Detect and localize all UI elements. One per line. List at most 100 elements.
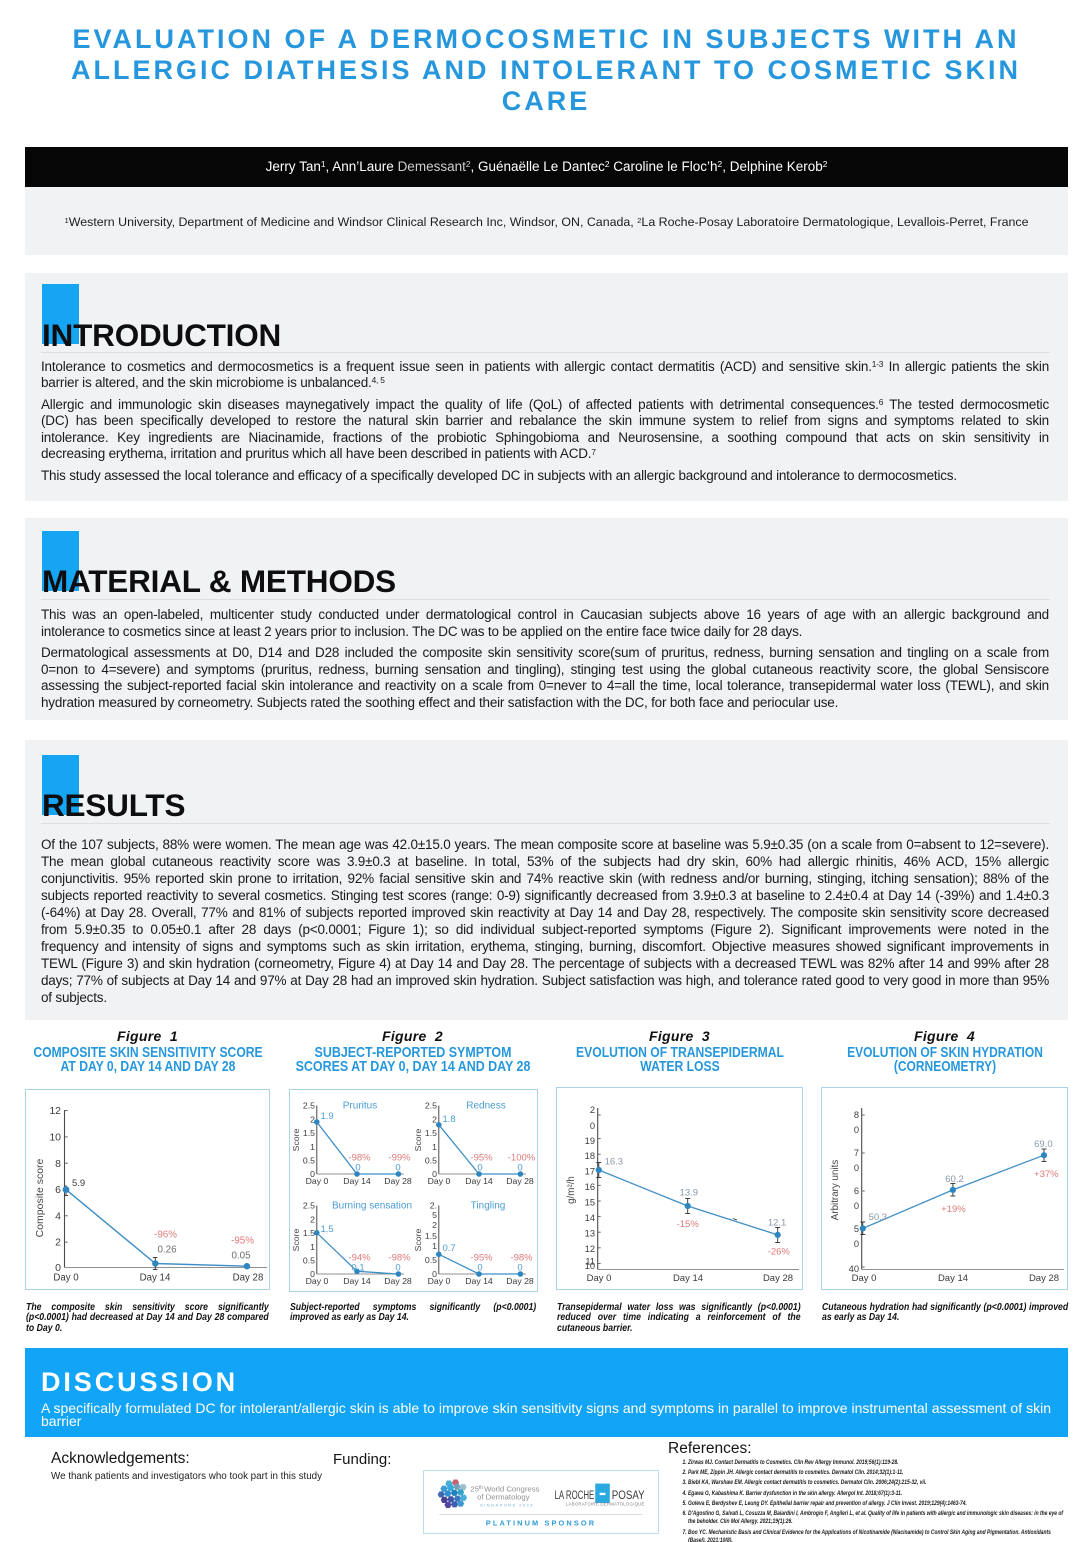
svg-text:Day 0: Day 0	[587, 1273, 612, 1284]
svg-text:8: 8	[854, 1110, 859, 1120]
svg-text:0.05: 0.05	[231, 1251, 251, 1262]
svg-text:Day 28: Day 28	[1029, 1273, 1059, 1284]
svg-text:0: 0	[517, 1263, 522, 1274]
svg-text:2.: 2.	[430, 1201, 437, 1211]
svg-text:12.1: 12.1	[768, 1218, 787, 1229]
svg-text:2: 2	[432, 1115, 437, 1125]
svg-text:6: 6	[854, 1186, 859, 1196]
svg-text:-95%: -95%	[470, 1253, 493, 1264]
svg-text:18: 18	[585, 1151, 595, 1161]
svg-text:1.5: 1.5	[425, 1231, 437, 1241]
svg-text:PLATINUM SPONSOR: PLATINUM SPONSOR	[486, 1518, 596, 1527]
svg-text:12: 12	[585, 1244, 595, 1254]
svg-text:50.3: 50.3	[869, 1212, 888, 1223]
svg-text:0: 0	[477, 1263, 482, 1274]
svg-text:0: 0	[590, 1121, 595, 1131]
svg-text:0: 0	[55, 1262, 61, 1274]
svg-text:g/m²/h: g/m²/h	[566, 1176, 577, 1204]
svg-text:0: 0	[854, 1239, 859, 1249]
svg-text:16: 16	[585, 1182, 595, 1192]
svg-text:2.5: 2.5	[303, 1201, 315, 1211]
svg-text:Score: Score	[413, 1228, 423, 1251]
svg-text:0.5: 0.5	[303, 1156, 315, 1166]
svg-text:10: 10	[49, 1132, 61, 1144]
svg-text:17: 17	[585, 1167, 595, 1177]
svg-text:Day 0: Day 0	[306, 1276, 329, 1286]
svg-text:13.9: 13.9	[680, 1188, 699, 1199]
svg-text:Day 14: Day 14	[140, 1273, 171, 1284]
svg-text:2: 2	[310, 1115, 315, 1125]
svg-text:69.0: 69.0	[1034, 1139, 1053, 1150]
svg-text:0: 0	[854, 1125, 859, 1135]
svg-text:SINGAPORE 2023: SINGAPORE 2023	[480, 1502, 534, 1507]
svg-text:2.5: 2.5	[303, 1101, 315, 1111]
svg-text:0: 0	[517, 1163, 522, 1174]
svg-text:0: 0	[310, 1269, 315, 1279]
svg-text:0: 0	[355, 1163, 360, 1174]
svg-text:Day 0: Day 0	[53, 1273, 79, 1284]
svg-text:0.5: 0.5	[303, 1256, 315, 1266]
svg-text:19: 19	[585, 1136, 595, 1146]
svg-text:-98%: -98%	[388, 1253, 411, 1264]
svg-text:1: 1	[310, 1142, 315, 1152]
svg-text:POSAY: POSAY	[612, 1488, 645, 1502]
svg-text:1.9: 1.9	[321, 1111, 334, 1122]
svg-text:14: 14	[585, 1213, 595, 1223]
svg-text:1.5: 1.5	[303, 1128, 315, 1138]
svg-text:Burning sensation: Burning sensation	[332, 1201, 412, 1212]
svg-text:-94%: -94%	[348, 1253, 371, 1264]
svg-text:-95%: -95%	[231, 1236, 254, 1247]
svg-text:12: 12	[49, 1105, 61, 1117]
svg-text:-96%: -96%	[154, 1230, 177, 1241]
svg-text:0: 0	[854, 1163, 859, 1173]
svg-text:8: 8	[55, 1158, 61, 1170]
svg-text:1.5: 1.5	[425, 1128, 437, 1138]
svg-text:1: 1	[310, 1242, 315, 1252]
svg-text:Day 14: Day 14	[465, 1276, 493, 1286]
svg-text:Day 14: Day 14	[465, 1176, 493, 1186]
svg-text:Day 0: Day 0	[852, 1273, 877, 1284]
svg-text:Day 28: Day 28	[506, 1276, 534, 1286]
svg-text:Day 14: Day 14	[343, 1276, 371, 1286]
svg-text:25thWorld Congress: 25thWorld Congress	[470, 1484, 539, 1493]
svg-text:+37%: +37%	[1034, 1169, 1059, 1180]
svg-text:2: 2	[432, 1220, 437, 1230]
svg-text:4: 4	[55, 1211, 61, 1223]
svg-text:-15%: -15%	[677, 1219, 700, 1230]
svg-text:7: 7	[854, 1148, 859, 1158]
svg-text:-98%: -98%	[510, 1253, 533, 1264]
svg-text:6: 6	[55, 1184, 61, 1196]
svg-text:Day 14: Day 14	[343, 1176, 371, 1186]
svg-text:11: 11	[585, 1257, 595, 1267]
svg-text:-100%: -100%	[508, 1153, 536, 1164]
svg-text:Tingling: Tingling	[471, 1201, 506, 1212]
svg-text:Composite score: Composite score	[34, 1158, 46, 1237]
svg-text:40: 40	[849, 1264, 859, 1274]
svg-text:-99%: -99%	[388, 1153, 411, 1164]
svg-text:5: 5	[854, 1224, 859, 1234]
svg-text:1: 1	[432, 1142, 437, 1152]
svg-text:Day 28: Day 28	[384, 1276, 412, 1286]
svg-text:1.5: 1.5	[321, 1224, 334, 1235]
svg-text:+19%: +19%	[941, 1204, 966, 1215]
svg-text:0.5: 0.5	[425, 1255, 437, 1265]
svg-text:Day 14: Day 14	[673, 1273, 703, 1284]
svg-text:Pruritus: Pruritus	[343, 1101, 377, 1112]
svg-text:0: 0	[310, 1169, 315, 1179]
svg-text:0: 0	[477, 1163, 482, 1174]
svg-text:of Dermatology: of Dermatology	[477, 1493, 530, 1502]
svg-text:10: 10	[585, 1261, 595, 1271]
svg-text:0.1: 0.1	[351, 1263, 364, 1274]
svg-text:Day 0: Day 0	[428, 1276, 451, 1286]
svg-text:0: 0	[854, 1201, 859, 1211]
svg-text:1.5: 1.5	[303, 1228, 315, 1238]
svg-text:2: 2	[55, 1237, 61, 1249]
svg-text:5.9: 5.9	[72, 1178, 85, 1189]
svg-text:-98%: -98%	[348, 1153, 371, 1164]
svg-text:0: 0	[395, 1263, 400, 1274]
svg-text:16.3: 16.3	[605, 1157, 624, 1168]
svg-text:13: 13	[585, 1229, 595, 1239]
svg-text:Score: Score	[291, 1228, 301, 1251]
svg-text:LA ROCHE: LA ROCHE	[555, 1488, 595, 1502]
svg-text:1.8: 1.8	[443, 1114, 456, 1125]
